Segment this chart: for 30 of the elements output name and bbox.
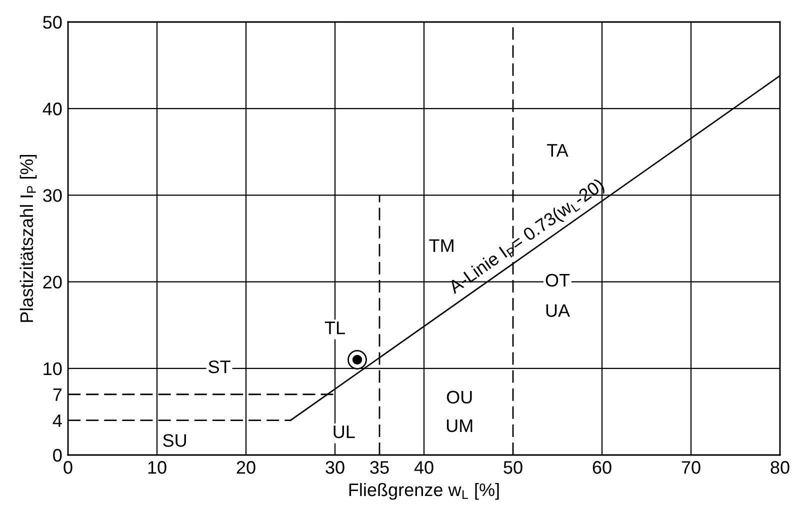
annotation: TM	[429, 239, 454, 252]
y-tick-label: 10	[44, 362, 62, 376]
x-tick-label: 20	[236, 461, 256, 474]
x-tick-label: 70	[682, 461, 700, 474]
annotation: UA	[546, 304, 570, 317]
y-tick-label: 40	[42, 102, 62, 116]
annotation: UL	[334, 426, 355, 438]
annotation: OT	[546, 274, 570, 287]
y-axis-title: Plastizitätszahl I$_{P}$ [%]	[20, 155, 37, 322]
y-tick-label: 20	[43, 276, 62, 289]
y-tick-label: 30	[43, 189, 62, 202]
x-tick-label: 50	[504, 461, 522, 474]
x-axis-title: Fließgrenze w$_{L}$ [%]	[349, 482, 499, 500]
x-tick-label: 0	[64, 461, 72, 474]
x-tick-label: 80	[770, 461, 790, 474]
x-tick-label: 60	[592, 461, 612, 474]
annotation: UM	[446, 420, 472, 432]
y-tick-label: 7	[53, 388, 62, 401]
x-tick-label: 10	[148, 461, 166, 474]
annotation: OU	[446, 390, 472, 404]
y-tick-label: 50	[43, 16, 62, 29]
x-tick-label: 30	[326, 461, 344, 474]
x-tick-label: 40	[414, 461, 434, 474]
annotation: TA	[547, 144, 568, 157]
x-tick-label: 35	[370, 461, 389, 474]
annotation: ST	[208, 360, 230, 374]
annotation: SU	[163, 434, 186, 447]
y-tick-label: 0	[53, 448, 62, 462]
y-tick-label: 4	[52, 414, 62, 427]
annotation: TL	[324, 322, 345, 334]
